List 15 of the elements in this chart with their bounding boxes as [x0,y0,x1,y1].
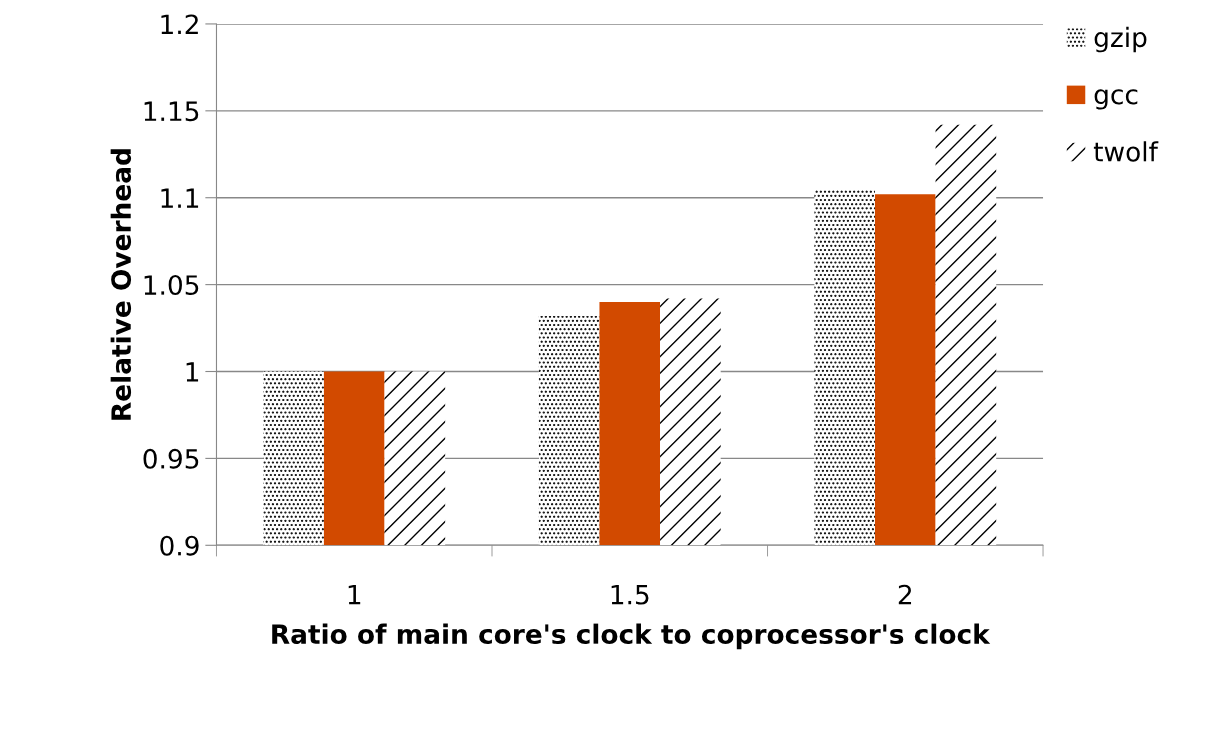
legend-label: gcc [1094,89,1138,110]
legend-label: twolf [1093,141,1159,162]
y-tick-label: 0.9 [160,535,199,556]
y-tick-label: 1 [186,362,199,382]
x-tick-label: 1 [348,584,361,605]
x-tick-label: 2 [898,584,912,605]
x-axis-title: Ratio of main core's clock to coprocessor's clock [272,623,991,650]
y-tick-label: 0.95 [143,448,199,469]
y-tick-label: 1.15 [144,101,199,122]
y-tick-label: 1.2 [161,14,198,34]
y-tick-label: 1.1 [161,188,199,208]
y-tick-label: 1.05 [144,275,199,296]
x-tick-label: 1.5 [611,584,649,605]
legend-label: gzip [1094,26,1147,53]
y-axis-title: Relative Overhead [110,149,132,420]
